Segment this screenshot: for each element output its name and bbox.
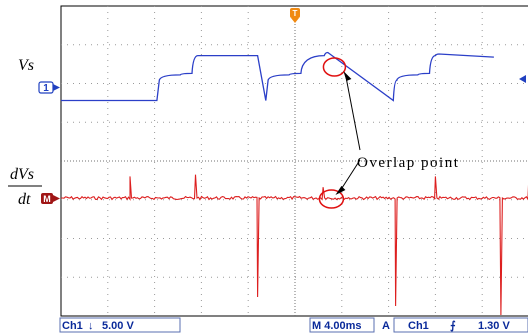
status-ch1: Ch1 [62, 320, 83, 332]
math-marker [41, 193, 53, 204]
trigger-level-arrow [519, 75, 526, 83]
annotation-arrowhead-vs [343, 71, 352, 81]
math-marker-text: M [43, 194, 51, 204]
vs-label: Vs [18, 57, 34, 74]
overlap-circle-vs [322, 57, 347, 77]
status-trigger-slope: ⨍ [450, 320, 456, 332]
math-arrow [53, 195, 60, 202]
status-coupling: ↓ [88, 320, 94, 332]
ch1-scale-box [59, 317, 181, 333]
status-bar: Ch1 ↓ 5.00 V M 4.00ms A Ch1 ⨍ 1.30 V [59, 317, 528, 333]
channel-markers: 1 M T [38, 8, 526, 204]
trigger-arrow [291, 18, 299, 23]
annotation-arrow-vs [344, 73, 361, 151]
trigger-marker [290, 8, 300, 18]
timebase-box [309, 317, 375, 333]
dvs-label-bottom: dt [18, 191, 31, 208]
vs-trace [61, 51, 494, 102]
graticule [61, 6, 528, 316]
status-trigger-level: 1.30 V [478, 320, 510, 332]
trigger-box [393, 317, 528, 333]
ch1-arrow [53, 84, 60, 91]
status-timebase: M 4.00ms [312, 320, 362, 332]
overlap-circle-dvs [318, 189, 345, 209]
dvs-trace [61, 174, 528, 316]
status-ch1-scale: 5.00 V [102, 320, 134, 332]
overlap-point-label: Overlap point [357, 155, 459, 171]
annotation-arrow-dvs [338, 159, 361, 193]
dvs-label-top: dVs [10, 166, 34, 183]
annotation-arrowhead-dvs [335, 186, 346, 195]
traces [61, 51, 528, 316]
status-trigger-source: Ch1 [408, 320, 429, 332]
ch1-marker-text: 1 [43, 83, 49, 94]
trigger-marker-text: T [293, 9, 298, 18]
overlap-annotation [318, 57, 361, 209]
status-acq: A [382, 320, 390, 332]
